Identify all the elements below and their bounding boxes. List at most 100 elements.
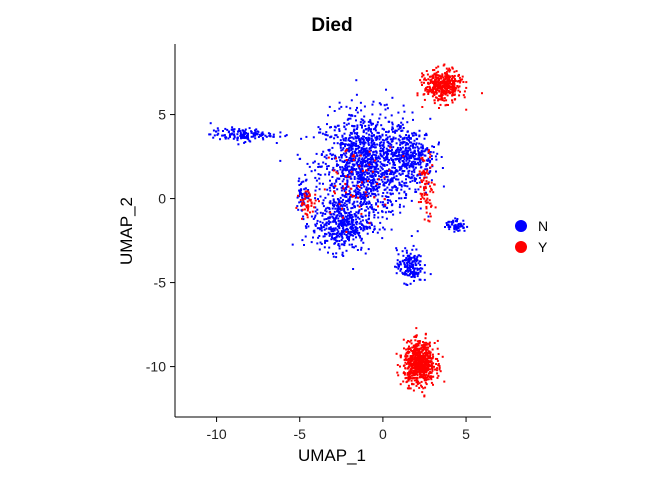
data-point — [369, 156, 372, 159]
data-point — [352, 164, 355, 167]
data-point — [303, 193, 306, 196]
data-point — [434, 88, 437, 91]
data-point — [328, 217, 331, 220]
data-point — [375, 138, 378, 141]
data-point — [446, 224, 448, 226]
data-point — [391, 123, 394, 126]
data-point — [335, 236, 338, 239]
data-point — [409, 266, 412, 269]
data-point — [452, 79, 455, 82]
data-point — [414, 180, 417, 183]
data-point — [306, 195, 309, 198]
data-point — [421, 360, 424, 363]
data-point — [333, 210, 336, 213]
data-point — [307, 191, 310, 194]
data-point — [409, 180, 412, 183]
data-point — [421, 196, 424, 199]
data-point — [430, 381, 433, 384]
data-point — [386, 141, 389, 143]
data-point — [370, 130, 372, 133]
data-point — [314, 224, 317, 227]
data-point — [427, 356, 430, 359]
data-point — [358, 189, 361, 192]
data-point — [443, 99, 446, 102]
data-point — [344, 212, 347, 215]
data-point — [359, 162, 362, 165]
data-point — [411, 382, 413, 385]
data-point — [427, 346, 430, 349]
data-point — [297, 194, 299, 197]
data-point — [451, 99, 453, 102]
data-point — [333, 220, 336, 223]
data-point — [424, 148, 427, 151]
data-point — [426, 366, 429, 369]
data-point — [408, 258, 411, 261]
data-point — [413, 177, 416, 180]
data-point — [416, 92, 419, 95]
data-point — [447, 223, 450, 226]
data-point — [354, 152, 357, 154]
data-point — [395, 249, 398, 252]
data-point — [347, 122, 350, 125]
data-point — [418, 142, 421, 145]
data-point — [423, 134, 426, 137]
data-point — [354, 233, 357, 236]
data-point — [380, 166, 383, 169]
data-point — [416, 383, 419, 385]
data-point — [317, 126, 320, 129]
data-point — [370, 146, 373, 149]
data-point — [307, 189, 310, 191]
data-point — [244, 128, 247, 131]
data-point — [445, 90, 448, 93]
data-point — [342, 147, 345, 150]
data-point — [386, 138, 389, 141]
data-point — [414, 166, 417, 169]
data-point — [386, 164, 389, 167]
data-point — [425, 366, 428, 369]
data-point — [462, 219, 465, 222]
data-point — [328, 105, 331, 108]
data-point — [335, 256, 338, 259]
data-point — [352, 234, 355, 237]
data-point — [345, 236, 348, 239]
data-point — [399, 125, 402, 128]
data-point — [325, 227, 328, 230]
data-point — [395, 178, 397, 181]
data-point — [379, 176, 382, 178]
data-point — [403, 162, 406, 165]
data-point — [440, 80, 442, 83]
data-point — [367, 154, 370, 157]
data-point — [354, 215, 357, 218]
data-point — [389, 199, 391, 202]
data-point — [333, 229, 336, 232]
data-point — [420, 153, 423, 156]
data-point — [349, 140, 351, 142]
data-point — [240, 133, 243, 136]
data-point — [356, 111, 359, 114]
data-point — [350, 140, 353, 143]
data-point — [421, 364, 424, 367]
data-point — [380, 162, 383, 165]
data-point — [318, 227, 321, 230]
data-point — [408, 377, 411, 380]
data-point — [408, 387, 410, 390]
data-point — [414, 345, 417, 348]
data-point — [409, 282, 412, 285]
data-point — [434, 368, 437, 371]
data-point — [418, 134, 421, 137]
data-point — [412, 389, 415, 392]
data-point — [454, 87, 457, 90]
data-point — [423, 150, 426, 153]
data-point — [232, 130, 235, 133]
data-point — [412, 118, 414, 121]
data-point — [362, 171, 365, 174]
data-point — [360, 195, 363, 198]
data-point — [334, 134, 337, 137]
data-point — [447, 104, 449, 106]
legend: NY — [515, 218, 548, 255]
data-point — [351, 136, 354, 139]
data-point — [398, 134, 401, 137]
data-point — [456, 218, 459, 220]
data-point — [430, 88, 433, 91]
data-point — [255, 132, 258, 135]
